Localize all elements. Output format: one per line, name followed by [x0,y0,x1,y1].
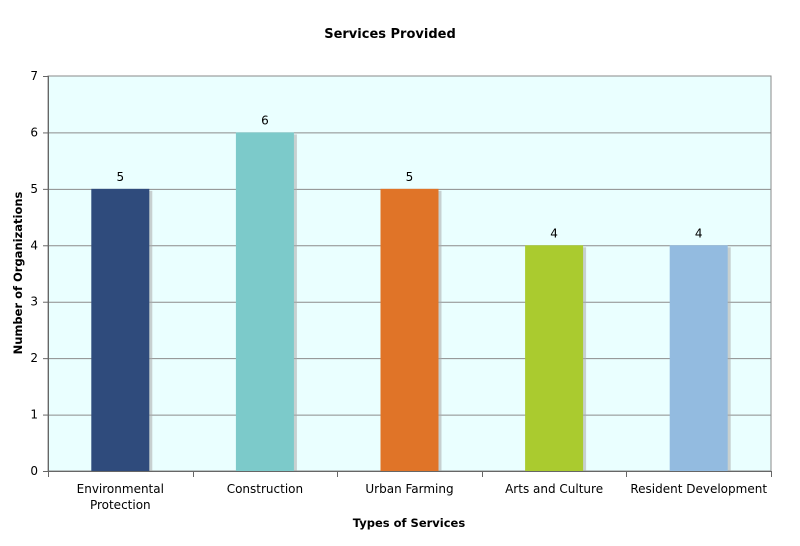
x-tick-label: Protection [90,498,151,512]
data-label: 4 [695,226,703,240]
data-label: 5 [406,170,414,184]
y-tick-label: 7 [30,69,38,83]
x-tick-label: Resident Development [630,482,767,496]
y-tick-label: 5 [30,182,38,196]
bar [380,188,439,471]
x-tick-label: Environmental [77,482,164,496]
chart-title: Services Provided [324,27,456,42]
bars [91,132,731,471]
bar [91,188,150,471]
data-label: 6 [261,113,269,127]
data-label: 5 [116,170,124,184]
bar [669,245,728,471]
y-tick-label: 4 [30,238,38,252]
x-axis-title: Types of Services [353,516,466,530]
bar [525,245,584,471]
x-tick-label: Construction [227,482,303,496]
x-tick-label: Urban Farming [365,482,453,496]
y-tick-label: 6 [30,125,38,139]
x-tick-label: Arts and Culture [505,482,603,496]
y-tick-label: 3 [30,295,38,309]
y-axis-title: Number of Organizations [11,191,25,354]
bar [235,132,294,471]
y-tick-label: 2 [30,351,38,365]
data-label: 4 [550,226,558,240]
y-tick-label: 1 [30,408,38,422]
y-tick-label: 0 [30,464,38,478]
labels: 0 1 2 3 4 5 6 7 5 Environmental Protection 6 Constru… [30,69,767,512]
axes [43,76,772,477]
